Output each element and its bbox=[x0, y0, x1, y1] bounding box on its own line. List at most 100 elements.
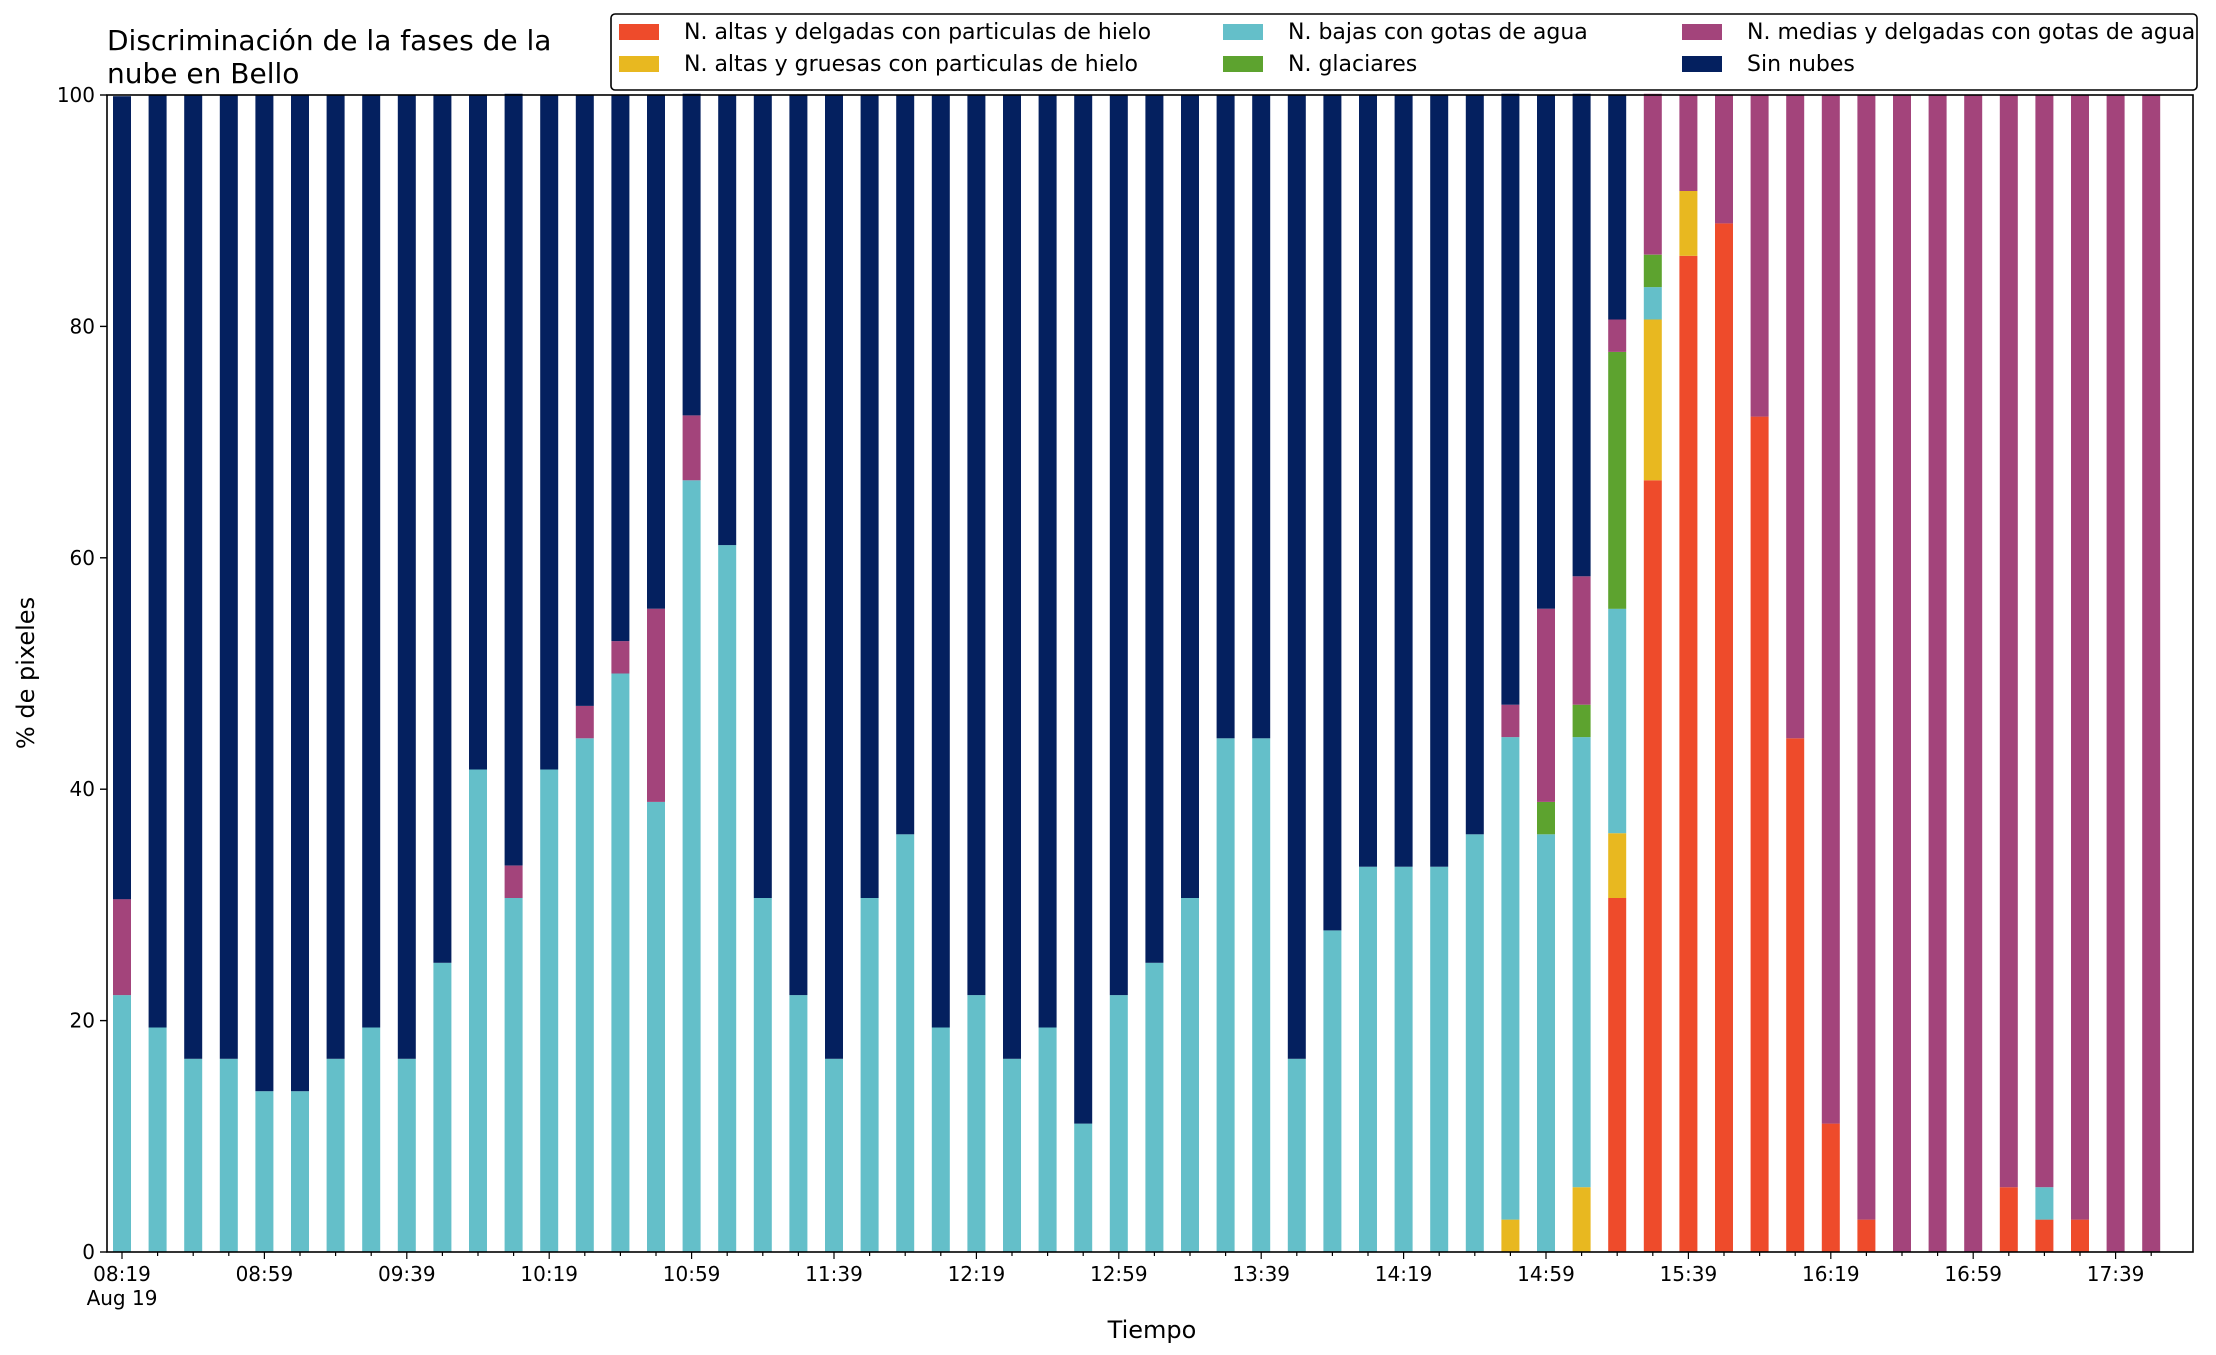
legend-label-5: N. medias y delgadas con gotas de agua bbox=[1747, 20, 2195, 45]
x-tick-label: 15:39 bbox=[1660, 1262, 1718, 1286]
bar-segment-3-0849 bbox=[219, 1058, 238, 1252]
bar-segment-3-1419 bbox=[1394, 866, 1413, 1252]
legend-label-4: N. glaciares bbox=[1288, 52, 1417, 77]
bar-segment-6-0929 bbox=[362, 95, 381, 1028]
bar-segment-3-1339 bbox=[1252, 738, 1271, 1252]
bar-segment-6-1319 bbox=[1181, 95, 1199, 898]
x-tick-label: 17:39 bbox=[2087, 1262, 2145, 1286]
bar-segment-5-1729 bbox=[2071, 95, 2089, 1220]
bar-segment-3-1319 bbox=[1181, 898, 1199, 1252]
bar-segment-3-0929 bbox=[362, 1027, 381, 1252]
bar-segment-3-1409 bbox=[1359, 866, 1377, 1252]
bar-segment-3-1529 bbox=[1643, 287, 1662, 320]
legend-swatch-5 bbox=[1682, 24, 1722, 40]
bar-segment-3-1719 bbox=[2035, 1187, 2054, 1220]
bar-segment-5-1509 bbox=[1572, 576, 1591, 705]
bar-segment-6-1009 bbox=[504, 93, 523, 866]
bar-segment-6-1509 bbox=[1572, 93, 1591, 577]
bar-segment-5-1739 bbox=[2106, 95, 2125, 1252]
bar-segment-5-1619 bbox=[1821, 95, 1840, 1124]
y-tick-label: 0 bbox=[82, 1240, 95, 1264]
legend-frame bbox=[610, 13, 2198, 91]
legend-label-3: N. bajas con gotas de agua bbox=[1288, 20, 1588, 45]
bar-segment-5-1659 bbox=[1964, 95, 1983, 1252]
legend-label-2: N. altas y gruesas con particulas de hie… bbox=[684, 52, 1138, 77]
bar-segment-5-1719 bbox=[2035, 95, 2054, 1188]
bar-segment-6-1449 bbox=[1501, 93, 1520, 705]
legend: N. altas y delgadas con particulas de hi… bbox=[610, 13, 2198, 91]
bar-segment-6-1309 bbox=[1145, 95, 1164, 963]
bar-segment-5-1529 bbox=[1643, 93, 1662, 255]
bar-segment-1-1709 bbox=[1999, 1187, 2018, 1252]
bar-segment-3-0909 bbox=[291, 1091, 309, 1252]
x-tick-label: 14:59 bbox=[1517, 1262, 1575, 1286]
bar-segment-3-0949 bbox=[433, 962, 452, 1253]
bar-segment-3-1059 bbox=[682, 480, 701, 1252]
y-axis-label: % de pixeles bbox=[12, 597, 40, 749]
bar-segment-5-0819 bbox=[113, 899, 131, 996]
bar-segment-6-1439 bbox=[1465, 95, 1484, 835]
x-tick-label: 16:19 bbox=[1802, 1262, 1860, 1286]
chart-title-line-1: Discriminación de la fases de la bbox=[107, 24, 551, 57]
bar-segment-6-1259 bbox=[1109, 95, 1128, 996]
x-tick-label: 13:39 bbox=[1232, 1262, 1290, 1286]
bar-segment-6-1149 bbox=[860, 95, 879, 898]
bar-segment-3-1429 bbox=[1430, 866, 1449, 1252]
y-tick-label: 40 bbox=[70, 777, 95, 801]
bar-segment-6-1349 bbox=[1287, 95, 1306, 1059]
legend-swatch-4 bbox=[1223, 56, 1263, 72]
x-tick-label: 11:39 bbox=[805, 1262, 863, 1286]
bar-segment-1-1529 bbox=[1643, 480, 1662, 1252]
bar-segment-3-0919 bbox=[326, 1058, 345, 1252]
x-tick-label: 08:59 bbox=[236, 1262, 294, 1286]
legend-label-1: N. altas y delgadas con particulas de hi… bbox=[684, 20, 1151, 45]
bar-segment-6-0859 bbox=[255, 95, 274, 1092]
y-tick-label: 80 bbox=[70, 314, 95, 338]
bar-segment-3-1229 bbox=[1003, 1058, 1021, 1252]
bar-segment-6-1119 bbox=[753, 95, 772, 898]
bar-segment-5-1549 bbox=[1715, 95, 1733, 224]
x-tick-label: 12:59 bbox=[1090, 1262, 1148, 1286]
bar-segment-6-1059 bbox=[682, 93, 701, 416]
bar-segment-6-0919 bbox=[326, 95, 345, 1059]
bar-segment-6-1209 bbox=[931, 95, 950, 1028]
bar-segment-6-1249 bbox=[1074, 95, 1093, 1124]
bar-segment-1-1629 bbox=[1857, 1219, 1876, 1252]
bar-segment-3-1049 bbox=[647, 801, 665, 1252]
bar-segment-6-1219 bbox=[967, 95, 986, 996]
bar-segment-6-1159 bbox=[896, 95, 915, 835]
bar-segment-6-1029 bbox=[575, 95, 594, 706]
bar-segment-6-0819 bbox=[113, 96, 131, 900]
bar-segment-1-1539 bbox=[1679, 255, 1698, 1253]
bar-segment-6-1129 bbox=[789, 95, 808, 996]
x-tick-label: 09:39 bbox=[378, 1262, 436, 1286]
bar-segment-1-1519 bbox=[1608, 898, 1627, 1252]
bar-segment-1-1719 bbox=[2035, 1219, 2054, 1252]
bar-segment-6-1049 bbox=[647, 95, 665, 609]
bar-segment-6-1239 bbox=[1038, 95, 1057, 1028]
bar-segment-2-1519 bbox=[1608, 833, 1627, 898]
bar-segment-1-1609 bbox=[1786, 738, 1805, 1252]
bar-segment-3-1249 bbox=[1074, 1123, 1093, 1252]
bar-segment-5-1649 bbox=[1928, 95, 1947, 1252]
bar-segment-6-0839 bbox=[184, 95, 203, 1059]
bar-segment-6-1419 bbox=[1394, 95, 1413, 867]
bar-segment-1-1729 bbox=[2071, 1219, 2089, 1252]
bar-segment-5-1449 bbox=[1501, 704, 1520, 738]
bar-segment-3-1149 bbox=[860, 898, 879, 1252]
chart-title-line-2: nube en Bello bbox=[107, 57, 299, 90]
bar-segment-3-0829 bbox=[148, 1027, 167, 1252]
x-tick-label: 16:59 bbox=[1944, 1262, 2002, 1286]
bar-segment-3-1029 bbox=[575, 738, 594, 1252]
legend-swatch-3 bbox=[1223, 24, 1263, 40]
bar-segment-6-0909 bbox=[291, 95, 309, 1092]
bar-segment-3-1519 bbox=[1608, 608, 1627, 834]
bar-segment-5-1539 bbox=[1679, 95, 1698, 191]
bar-segment-5-1039 bbox=[611, 641, 630, 674]
bar-segment-3-1159 bbox=[896, 834, 915, 1252]
bar-segment-3-1009 bbox=[504, 898, 523, 1252]
legend-swatch-6 bbox=[1682, 56, 1722, 72]
bar-segment-6-1109 bbox=[718, 95, 737, 546]
bar-segment-5-1059 bbox=[682, 415, 701, 481]
bar-series-group bbox=[113, 93, 2161, 1253]
